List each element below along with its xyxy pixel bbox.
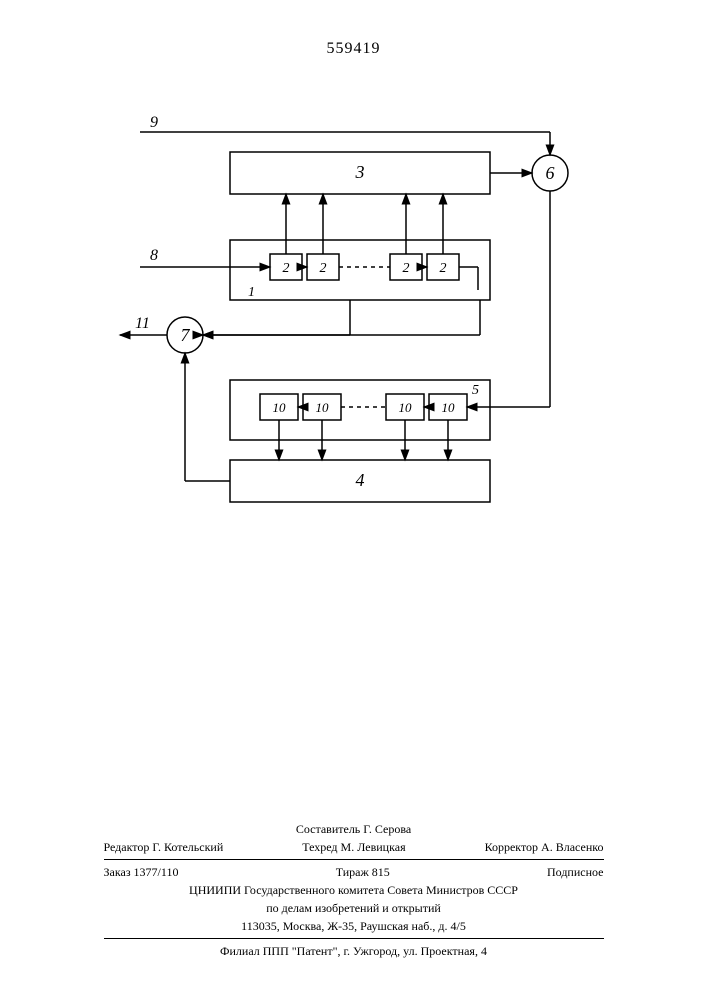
- label-9: 9: [150, 114, 158, 131]
- cell-2b: 2: [320, 261, 327, 276]
- block-3-label: 3: [355, 162, 365, 182]
- label-11: 11: [135, 315, 150, 332]
- footer-editor: Редактор Г. Котельский: [104, 838, 224, 856]
- cell-10b: 10: [316, 400, 330, 415]
- footer-corrector: Корректор А. Власенко: [485, 838, 604, 856]
- footer-zakaz: Заказ 1377/110: [104, 863, 179, 881]
- cell-2d: 2: [440, 261, 447, 276]
- cell-10d: 10: [442, 400, 456, 415]
- footer-techred: Техред М. Левицкая: [302, 838, 405, 856]
- cell-2a: 2: [283, 261, 290, 276]
- block-5-label: 5: [472, 383, 479, 398]
- document-number: 559419: [0, 40, 707, 58]
- footer-addr1: 113035, Москва, Ж-35, Раушская наб., д. …: [0, 917, 707, 935]
- block-diagram: 9 3 6 1 2 2: [100, 90, 620, 540]
- footer-block: Составитель Г. Серова Редактор Г. Котель…: [0, 820, 707, 960]
- block-1-label: 1: [248, 285, 255, 300]
- block-4-label: 4: [356, 470, 365, 490]
- circle-6-label: 6: [546, 163, 555, 183]
- footer-org1: ЦНИИПИ Государственного комитета Совета …: [0, 881, 707, 899]
- cell-10c: 10: [399, 400, 413, 415]
- footer-tirazh: Тираж 815: [336, 863, 390, 881]
- footer-podpisnoe: Подписное: [547, 863, 604, 881]
- cell-10a: 10: [273, 400, 287, 415]
- circle-7-label: 7: [181, 325, 191, 345]
- cell-2c: 2: [403, 261, 410, 276]
- footer-addr2: Филиал ППП "Патент", г. Ужгород, ул. Про…: [0, 942, 707, 960]
- footer-composer: Составитель Г. Серова: [0, 820, 707, 838]
- footer-org2: по делам изобретений и открытий: [0, 899, 707, 917]
- label-8: 8: [150, 247, 158, 264]
